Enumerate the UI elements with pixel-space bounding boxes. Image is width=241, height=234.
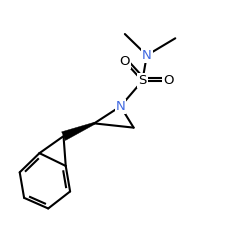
Text: S: S: [138, 74, 147, 87]
Text: O: O: [163, 74, 174, 87]
Text: N: N: [142, 49, 152, 62]
Text: N: N: [116, 100, 125, 113]
Text: O: O: [120, 55, 130, 68]
Polygon shape: [62, 122, 95, 140]
